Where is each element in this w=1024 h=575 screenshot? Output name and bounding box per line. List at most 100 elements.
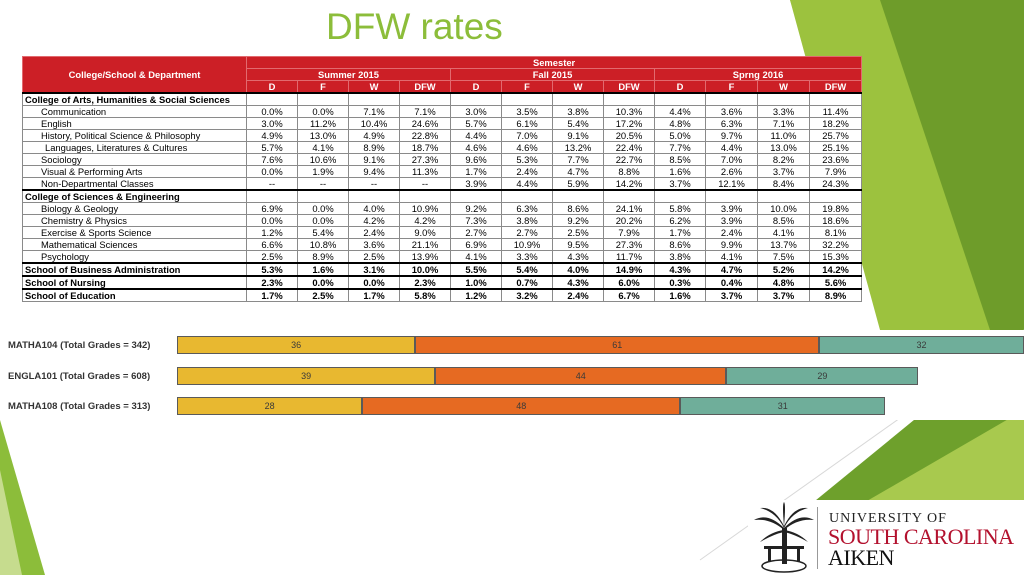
table-cell: 5.7% bbox=[246, 141, 298, 154]
table-body: College of Arts, Humanities & Social Sci… bbox=[22, 92, 863, 302]
table-cell: 3.9% bbox=[705, 202, 758, 215]
table-cell: 21.1% bbox=[399, 238, 451, 251]
table-cell: 2.3% bbox=[246, 275, 298, 290]
table-cell: 4.9% bbox=[246, 129, 298, 142]
table-cell: 3.0% bbox=[246, 117, 298, 130]
row-label: College of Sciences & Engineering bbox=[22, 189, 247, 203]
table-row: Biology & Geology 6.9% 0.0% 4.0% 10.9% 9.2% 6.… bbox=[22, 202, 863, 215]
table-cell: 5.0% bbox=[654, 129, 706, 142]
table-cell: 9.2% bbox=[450, 202, 502, 215]
table-cell: 9.4% bbox=[348, 165, 400, 178]
table-cell: 3.2% bbox=[501, 288, 553, 302]
table-cell: 4.2% bbox=[348, 214, 400, 227]
table-cell: 25.7% bbox=[808, 129, 863, 142]
table-cell bbox=[603, 189, 655, 203]
bar-segment: 29 bbox=[726, 367, 919, 385]
table-cell: 1.0% bbox=[450, 275, 502, 290]
table-cell: 0.0% bbox=[297, 214, 349, 227]
table-cell: 13.9% bbox=[399, 250, 451, 264]
table-row: Non-Departmental Classes -- -- -- -- 3.9% 4.4%… bbox=[22, 177, 863, 191]
table-cell: 27.3% bbox=[603, 238, 655, 251]
table-cell: 5.4% bbox=[501, 262, 553, 277]
table-cell: 22.4% bbox=[603, 141, 655, 154]
logo-line-1: UNIVERSITY OF bbox=[829, 511, 947, 526]
table-cell: 10.4% bbox=[348, 117, 400, 130]
table-cell: 0.0% bbox=[297, 275, 349, 290]
table-cell: 7.9% bbox=[808, 165, 863, 178]
table-cell: 3.5% bbox=[501, 105, 553, 118]
table-cell: 2.6% bbox=[705, 165, 758, 178]
row-label: Mathematical Sciences bbox=[22, 238, 247, 251]
table-cell: 4.7% bbox=[705, 262, 758, 277]
table-cell: 7.1% bbox=[348, 105, 400, 118]
table-cell: 5.3% bbox=[501, 153, 553, 166]
table-cell: 4.8% bbox=[654, 117, 706, 130]
table-cell bbox=[705, 189, 758, 203]
table-cell: 7.1% bbox=[399, 105, 451, 118]
table-cell: 1.2% bbox=[246, 226, 298, 239]
table-cell: 1.2% bbox=[450, 288, 502, 302]
table-cell: 10.3% bbox=[603, 105, 655, 118]
table-cell bbox=[705, 92, 758, 106]
row-label: Chemistry & Physics bbox=[22, 214, 247, 227]
table-cell: 8.5% bbox=[757, 214, 810, 227]
table-cell: 3.6% bbox=[705, 105, 758, 118]
bar-segment: 31 bbox=[680, 397, 886, 415]
metric-header: W bbox=[348, 80, 400, 94]
table-cell: 1.7% bbox=[450, 165, 502, 178]
table-row: Chemistry & Physics 0.0% 0.0% 4.2% 4.2% 7.3% 3… bbox=[22, 214, 863, 227]
table-cell: 18.2% bbox=[808, 117, 863, 130]
table-cell: 2.3% bbox=[399, 275, 451, 290]
table-cell: 2.4% bbox=[348, 226, 400, 239]
table-cell: 5.8% bbox=[399, 288, 451, 302]
table-cell: 9.7% bbox=[705, 129, 758, 142]
table-cell: 3.6% bbox=[348, 238, 400, 251]
table-cell: 9.0% bbox=[399, 226, 451, 239]
row-label: School of Nursing bbox=[22, 275, 247, 290]
table-cell: 27.3% bbox=[399, 153, 451, 166]
table-cell: 6.3% bbox=[501, 202, 553, 215]
table-cell: 0.3% bbox=[654, 275, 706, 290]
table-cell: 6.0% bbox=[603, 275, 655, 290]
table-cell: 0.0% bbox=[246, 165, 298, 178]
table-cell bbox=[552, 92, 604, 106]
table-row: Visual & Performing Arts 0.0% 1.9% 9.4% 11.3… bbox=[22, 165, 863, 178]
table-cell: 8.6% bbox=[552, 202, 604, 215]
table-cell: 6.1% bbox=[501, 117, 553, 130]
table-cell: 3.7% bbox=[757, 165, 810, 178]
table-cell: 13.0% bbox=[757, 141, 810, 154]
table-cell: 23.6% bbox=[808, 153, 863, 166]
table-cell: 14.9% bbox=[603, 262, 655, 277]
table-cell: 4.4% bbox=[501, 177, 553, 191]
bar-segment: 44 bbox=[435, 367, 727, 385]
table-cell: 3.3% bbox=[757, 105, 810, 118]
table-cell: 5.8% bbox=[654, 202, 706, 215]
table-cell: 3.3% bbox=[501, 250, 553, 264]
table-cell: 22.8% bbox=[399, 129, 451, 142]
row-label: Biology & Geology bbox=[22, 202, 247, 215]
table-row: Psychology 2.5% 8.9% 2.5% 13.9% 4.1% 3.3% 4.3% 1… bbox=[22, 250, 863, 264]
table-cell: 24.6% bbox=[399, 117, 451, 130]
table-cell: 17.2% bbox=[603, 117, 655, 130]
table-cell: 11.0% bbox=[757, 129, 810, 142]
table-cell bbox=[757, 189, 810, 203]
slide-title: DFW rates bbox=[326, 6, 503, 47]
table-row: College of Sciences & Engineering bbox=[22, 189, 863, 203]
table-cell: 1.6% bbox=[654, 165, 706, 178]
table-cell: 4.0% bbox=[552, 262, 604, 277]
metric-header: F bbox=[705, 80, 758, 94]
table-cell: 14.2% bbox=[808, 262, 863, 277]
semester-header: Fall 2015 bbox=[450, 68, 655, 81]
table-cell: 8.9% bbox=[808, 288, 863, 302]
bar-segment: 48 bbox=[362, 397, 681, 415]
table-cell: 7.6% bbox=[246, 153, 298, 166]
table-cell: 6.9% bbox=[450, 238, 502, 251]
table-cell: 2.4% bbox=[552, 288, 604, 302]
bar-segment: 28 bbox=[177, 397, 363, 415]
table-cell: 7.3% bbox=[450, 214, 502, 227]
table-cell: 20.5% bbox=[603, 129, 655, 142]
table-cell: 11.7% bbox=[603, 250, 655, 264]
table-cell: 2.7% bbox=[450, 226, 502, 239]
table-cell: 8.2% bbox=[757, 153, 810, 166]
bar-segment: 32 bbox=[819, 336, 1024, 354]
